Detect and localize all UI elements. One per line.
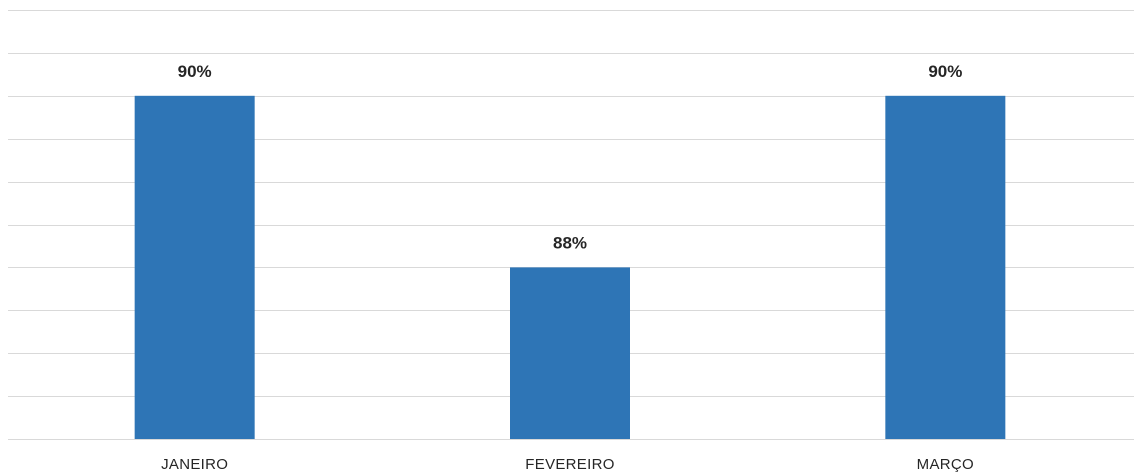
category-labels: JANEIRO FEVEREIRO MARÇO <box>161 456 974 473</box>
category-label: FEVEREIRO <box>525 456 614 473</box>
data-label: 90% <box>178 62 212 81</box>
bars <box>134 95 1006 440</box>
bar-mar-o <box>885 95 1006 440</box>
data-labels: 90% 88% 90% <box>178 62 963 253</box>
bar-janeiro <box>134 95 255 440</box>
bar-fevereiro <box>510 267 630 439</box>
category-label: MARÇO <box>917 456 974 473</box>
data-label: 90% <box>928 62 962 81</box>
data-label: 88% <box>553 233 587 252</box>
category-label: JANEIRO <box>161 456 228 473</box>
